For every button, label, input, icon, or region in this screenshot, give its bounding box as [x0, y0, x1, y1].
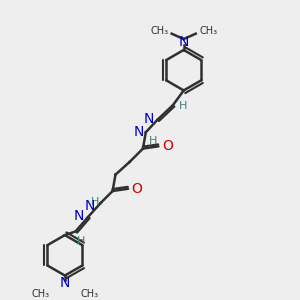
- Text: N: N: [144, 112, 154, 126]
- Text: H: H: [179, 101, 188, 111]
- Text: CH₃: CH₃: [80, 289, 98, 299]
- Text: N: N: [134, 125, 144, 139]
- Text: CH₃: CH₃: [150, 26, 168, 36]
- Text: N: N: [84, 199, 95, 213]
- Text: N: N: [60, 276, 70, 290]
- Text: H: H: [91, 197, 99, 207]
- Text: N: N: [178, 35, 189, 49]
- Text: H: H: [77, 236, 85, 246]
- Text: CH₃: CH₃: [199, 26, 217, 36]
- Text: CH₃: CH₃: [31, 289, 50, 299]
- Text: N: N: [74, 209, 84, 223]
- Text: O: O: [162, 139, 173, 153]
- Text: O: O: [132, 182, 142, 196]
- Text: H: H: [149, 136, 158, 146]
